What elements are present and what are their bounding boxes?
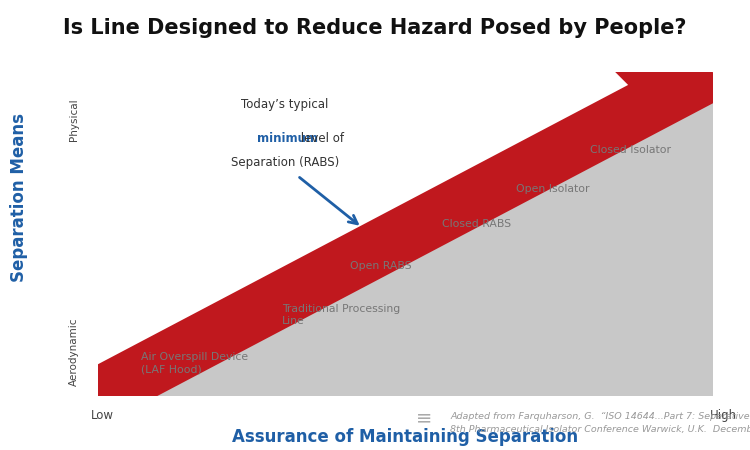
Text: Assurance of Maintaining Separation: Assurance of Maintaining Separation [232,428,578,446]
Text: ≡: ≡ [416,408,432,427]
Text: Today’s typical: Today’s typical [242,98,328,111]
Text: Separation (RABS): Separation (RABS) [231,156,339,169]
Text: Physical: Physical [69,98,79,140]
Text: Separation Means: Separation Means [10,113,28,283]
Polygon shape [76,51,734,417]
Text: Open Isolator: Open Isolator [516,184,590,194]
Text: Aerodynamic: Aerodynamic [69,318,79,386]
Text: Open RABS: Open RABS [350,261,411,271]
Text: Closed Isolator: Closed Isolator [590,145,670,155]
Text: level of: level of [297,132,344,145]
Text: Traditional Processing
Line: Traditional Processing Line [282,304,400,326]
Text: 8th Pharmaceutical Isolator Conference Warwick, U.K.  December, 2004.: 8th Pharmaceutical Isolator Conference W… [450,425,750,434]
Text: Closed RABS: Closed RABS [442,219,511,230]
Text: minimum: minimum [257,132,319,145]
Polygon shape [610,68,712,119]
Polygon shape [98,72,712,396]
Text: Low: Low [92,409,114,422]
Text: Air Overspill Device
(LAF Hood): Air Overspill Device (LAF Hood) [140,352,248,375]
Text: High: High [710,409,737,422]
Text: Adapted from Farquharson, G.  “ISO 14644...Part 7: Separative Devices, ”: Adapted from Farquharson, G. “ISO 14644.… [450,412,750,421]
Text: Is Line Designed to Reduce Hazard Posed by People?: Is Line Designed to Reduce Hazard Posed … [63,18,687,38]
